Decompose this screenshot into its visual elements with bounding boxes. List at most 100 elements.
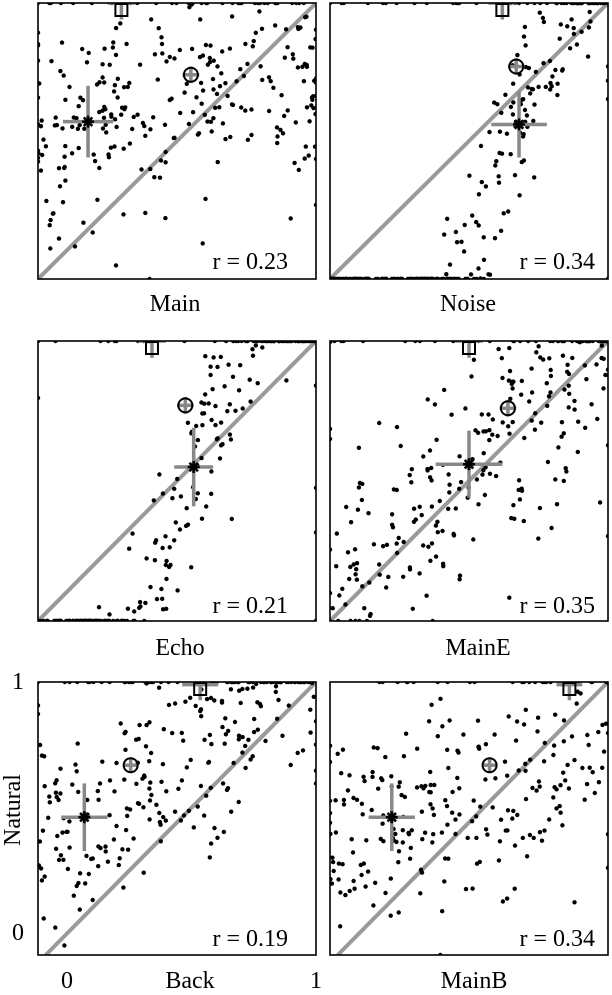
data-point [132,609,137,614]
data-point [359,497,365,503]
data-point [440,528,445,534]
data-point [293,120,298,125]
data-point [515,52,520,58]
r-value-noise: r = 0.34 [519,249,595,275]
data-point [209,741,214,747]
data-point [46,815,51,820]
data-point [263,738,268,744]
data-point [369,807,374,813]
data-point [396,784,401,789]
data-point [234,79,239,84]
data-point [537,784,542,789]
data-point [391,487,397,492]
data-point [536,84,541,90]
data-point [60,126,65,131]
data-point [163,215,168,221]
data-point [519,488,525,493]
data-point [125,847,131,852]
data-point [505,808,511,813]
data-point [158,158,164,163]
data-point [507,595,512,600]
data-point [362,778,367,784]
data-point [433,554,439,559]
data-point [211,58,216,63]
panel-back: r = 0.19 Back 0 1 1 0 Natural [0,669,322,994]
data-point [442,387,447,393]
data-point [148,166,153,172]
data-point [497,129,503,134]
data-point [530,785,535,791]
data-point [100,126,106,131]
data-point [377,562,382,567]
data-point [300,748,306,753]
data-point [458,479,464,485]
data-point [429,478,434,483]
data-point [355,507,361,512]
data-point [306,153,311,158]
data-point [96,864,101,869]
data-point [202,737,207,742]
data-point [257,9,262,14]
data-point [245,137,251,142]
data-point [580,765,585,771]
data-point [528,91,533,96]
data-point [420,837,425,842]
data-point [131,836,136,841]
data-point [500,899,506,904]
data-point [240,734,245,740]
data-point [194,95,199,100]
data-point [421,786,426,791]
data-point [136,736,141,742]
data-point [147,759,152,764]
data-point [462,222,467,228]
data-point [286,703,291,708]
data-point [210,76,216,82]
data-point [336,861,342,866]
data-point [396,910,401,915]
data-point [182,90,187,95]
data-point [148,127,153,132]
data-point [511,503,516,508]
data-point [189,3,194,7]
data-point [567,46,573,51]
data-point [308,707,313,712]
data-point [125,813,130,819]
data-point [481,451,486,456]
data-point [418,867,424,872]
data-point [428,790,433,795]
data-point [247,377,252,382]
data-point [160,607,166,612]
data-point [211,116,216,121]
data-point [94,82,100,87]
data-point [447,490,452,495]
data-point [260,345,265,350]
data-point [562,387,567,392]
data-point [522,435,527,441]
data-point [572,398,577,404]
data-point [266,108,272,114]
data-point [116,862,122,868]
data-point [238,67,243,72]
data-point [161,727,166,732]
data-point [541,19,547,25]
data-point [220,781,226,786]
data-point [525,85,531,90]
data-point [42,784,47,789]
data-point [493,163,498,168]
data-point [435,530,440,535]
data-point [302,61,307,67]
data-point [533,411,538,416]
data-point [469,374,474,379]
data-point [60,830,65,835]
data-point [96,605,102,610]
data-point [121,85,127,90]
data-point [163,818,168,823]
data-point [428,782,433,788]
data-point [130,531,135,536]
data-point [447,482,452,487]
data-point [434,437,439,442]
data-point [536,344,541,349]
data-point [592,790,597,796]
data-point [435,519,440,524]
data-point [362,606,367,611]
